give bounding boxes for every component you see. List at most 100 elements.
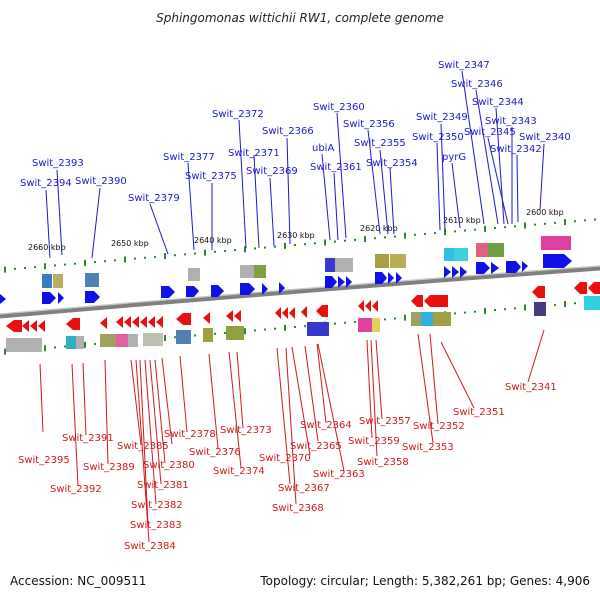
gene-label: Swit_2353 [402, 442, 454, 453]
gene-label: Swit_2367 [278, 483, 330, 494]
map-title: Sphingomonas wittichii RW1, complete gen… [156, 11, 444, 25]
scale-tick [14, 267, 16, 270]
scale-tick [404, 314, 406, 321]
scale-tick [544, 222, 546, 225]
leader-lines-top [45, 70, 545, 259]
accession-text: Accession: NC_009511 [10, 574, 146, 588]
forward-gene [346, 276, 352, 288]
domain-boxes-bottom [6, 296, 600, 352]
scale-tick [234, 249, 236, 252]
scale-tick [274, 327, 276, 330]
gene-label: Swit_2368 [272, 503, 324, 514]
gene-label: Swit_2345 [464, 127, 516, 138]
reverse-gene [424, 295, 448, 307]
gene-label: Swit_2342 [490, 144, 542, 155]
gene-label: Swit_2371 [228, 148, 280, 159]
forward-gene [279, 282, 285, 294]
gene-label: Swit_2365 [290, 441, 342, 452]
reverse-gene [365, 300, 371, 312]
scale-tick [44, 263, 46, 270]
scale-label-2630: 2630 kbp [277, 231, 315, 240]
forward-gene [543, 254, 572, 268]
forward-gene [161, 286, 175, 298]
reverse-gene [38, 320, 45, 332]
scale-label-2660: 2660 kbp [28, 243, 66, 252]
forward-gene [240, 283, 255, 295]
gene-label: Swit_2383 [130, 520, 182, 531]
scale-tick [434, 232, 436, 235]
gene-label: Swit_2358 [357, 457, 409, 468]
scale-tick [4, 266, 6, 273]
gene-label: Swit_2379 [128, 193, 180, 204]
reverse-gene [203, 312, 210, 324]
gene-label: Swit_2343 [485, 116, 537, 127]
scale-tick [294, 326, 296, 329]
gene-label: Swit_2350 [412, 132, 464, 143]
gene-label: Swit_2389 [83, 462, 135, 473]
scale-tick [574, 302, 576, 305]
gene-label: Swit_2346 [451, 79, 503, 90]
forward-gene [460, 266, 467, 278]
scale-tick [224, 249, 226, 252]
scale-tick [294, 244, 296, 247]
scale-tick [154, 255, 156, 258]
scale-tick [504, 308, 506, 311]
reverse-gene [358, 300, 364, 312]
gene-label: Swit_2355 [354, 138, 406, 149]
scale-tick [404, 232, 406, 239]
reverse-gene [176, 313, 191, 325]
gene-label: Swit_2385 [117, 441, 169, 452]
gene-label: Swit_2372 [212, 109, 264, 120]
scale-tick [394, 317, 396, 320]
scale-tick [64, 345, 66, 348]
reverse-gene [289, 307, 295, 319]
gene-label: Swit_2378 [164, 429, 216, 440]
scale-tick [334, 322, 336, 325]
forward-gene [338, 276, 345, 288]
scale-tick [334, 240, 336, 243]
scale-tick [324, 239, 326, 246]
forward-gene [375, 272, 387, 284]
reverse-gene [372, 300, 378, 312]
gene-label: Swit_2364 [300, 420, 352, 431]
scale-tick [364, 236, 366, 243]
forward-gene [85, 291, 100, 303]
reverse-gene [588, 282, 600, 294]
scale-tick [114, 259, 116, 262]
gene-label: Swit_2363 [313, 469, 365, 480]
scale-tick [94, 343, 96, 346]
scale-tick [94, 261, 96, 264]
scale-label-2620: 2620 kbp [360, 224, 398, 233]
scale-tick [564, 219, 566, 226]
scale-tick [384, 318, 386, 321]
scale-tick [484, 225, 486, 232]
reverse-gene [411, 295, 423, 307]
gene-label: Swit_2352 [413, 421, 465, 432]
scale-tick [584, 219, 586, 222]
scale-tick [254, 329, 256, 332]
gene-label: Swit_2347 [438, 60, 490, 71]
scale-tick [514, 225, 516, 228]
gene-label: Swit_2340 [519, 132, 571, 143]
scale-tick [124, 256, 126, 263]
gene-label: Swit_2357 [359, 416, 411, 427]
scale-tick [174, 336, 176, 339]
scale-tick [64, 263, 66, 266]
scale-tick [424, 232, 426, 235]
forward-gene [476, 262, 490, 274]
scale-tick [534, 223, 536, 226]
gene-label: Swit_2390 [75, 176, 127, 187]
scale-tick [594, 218, 596, 221]
forward-gene [42, 292, 56, 304]
scale-tick [174, 254, 176, 257]
bottom-labels: Swit_2341 Swit_2351 Swit_2357 Swit_2364 … [18, 382, 557, 552]
scale-label-2610: 2610 kbp [443, 216, 481, 225]
scale-tick [464, 311, 466, 314]
reverse-gene [316, 305, 328, 317]
scale-tick [284, 324, 286, 331]
scale-tick [54, 346, 56, 349]
reverse-gene [6, 320, 22, 332]
scale-label-2640: 2640 kbp [194, 236, 232, 245]
scale-tick [214, 250, 216, 253]
reverse-gene [234, 310, 241, 322]
